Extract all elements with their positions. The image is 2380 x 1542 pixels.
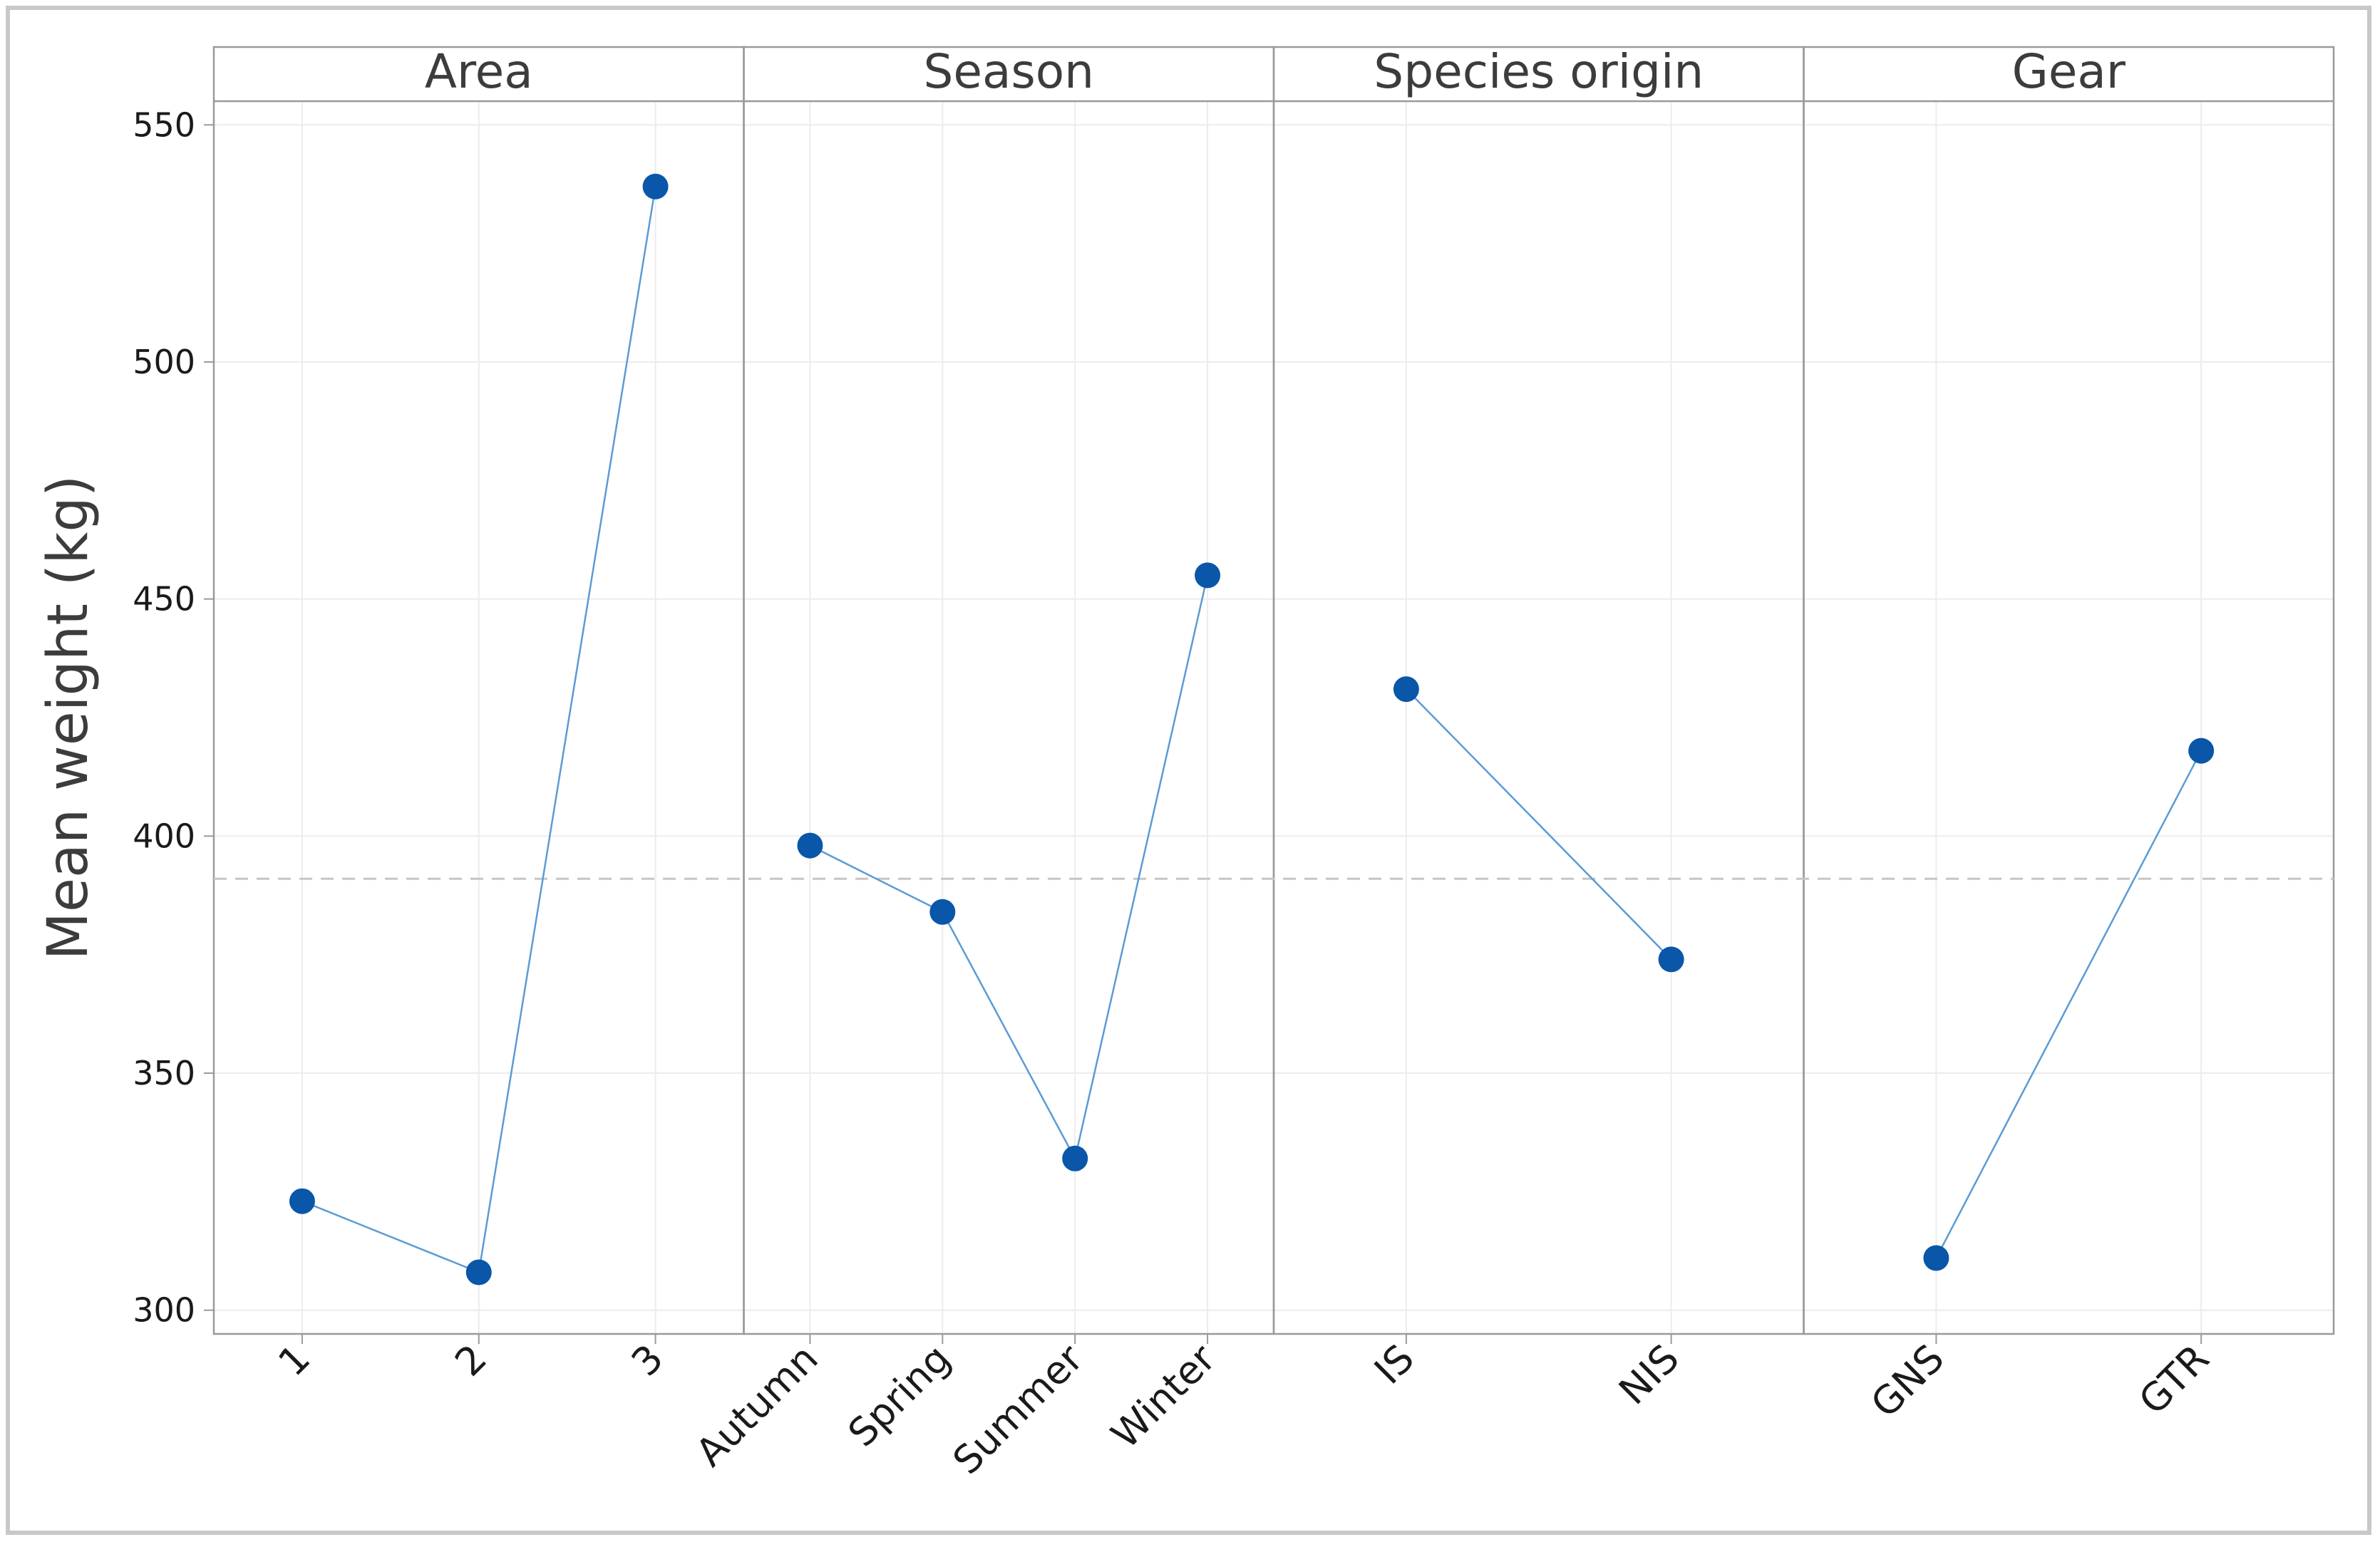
x-tick-label: Summer [944,1335,1092,1483]
data-point [289,1188,315,1214]
x-tick-label: GTR [2131,1336,2218,1424]
data-point [642,173,669,200]
y-tick-label: 400 [133,817,195,855]
data-point [797,832,823,859]
panel-border-3 [1803,46,2335,1335]
panel-frames [204,46,2335,1344]
x-tick-label: GNS [1863,1336,1953,1427]
panel-title-2: Species origin [1374,44,1704,99]
data-point [1393,676,1419,703]
panel-title-1: Season [923,44,1094,99]
text-layer: 300 350 400 450 500 550 Mean weight (kg) Area 1 2… [36,44,2217,1483]
data-point [929,899,956,925]
data-layer [214,173,2334,1285]
panel-border-2 [1272,46,1805,1335]
data-point [1062,1145,1088,1171]
data-point [2188,738,2215,764]
data-point [1195,562,1221,589]
series-line-2 [1405,688,1672,961]
x-tick-label: 1 [269,1336,319,1385]
y-tick-label: 550 [133,105,195,144]
x-tick-label: Spring [840,1336,959,1456]
y-tick-label: 300 [133,1291,195,1330]
y-axis-label: Mean weight (kg) [36,475,101,961]
data-point [1658,946,1684,973]
x-tick-label: Autumn [687,1336,826,1475]
main-effects-plot: 300 350 400 450 500 550 Mean weight (kg) Area 1 2… [36,44,2335,1483]
x-tick-label: NIS [1610,1336,1688,1414]
panel-title-3: Gear [2012,44,2126,99]
y-tick-label: 500 [133,343,195,381]
panel-title-0: Area [425,44,533,99]
panel-border-1 [743,46,1275,1335]
series-line-3 [1935,750,2203,1259]
x-tick-label: Winter [1103,1335,1225,1457]
y-tick-label: 450 [133,580,195,619]
series-line-1 [809,575,1209,1161]
data-point [465,1259,492,1285]
y-tick-label: 350 [133,1054,195,1092]
x-tick-label: IS [1366,1336,1423,1393]
chart-frame: 300 350 400 450 500 550 Mean weight (kg) Area 1 2… [6,6,2371,1535]
data-point [1923,1245,1949,1271]
x-tick-label: 2 [446,1336,495,1385]
x-tick-label: 3 [623,1336,672,1385]
